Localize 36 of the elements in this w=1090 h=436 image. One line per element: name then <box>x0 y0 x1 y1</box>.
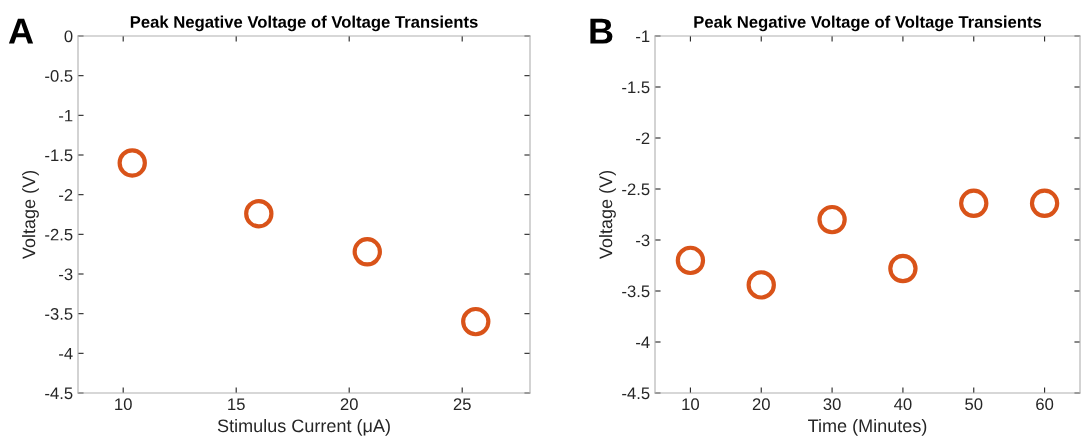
x-tick-label: 10 <box>115 398 132 411</box>
x-tick-label: 60 <box>1036 398 1054 411</box>
x-tick-label: 40 <box>894 398 912 411</box>
y-tick-label: -1.5 <box>622 81 650 94</box>
chart-title: Peak Negative Voltage of Voltage Transients <box>130 15 478 32</box>
y-tick-label: -3.5 <box>622 285 650 298</box>
x-tick-label: 50 <box>965 398 983 411</box>
x-tick-label: 25 <box>453 398 471 411</box>
y-axis-title: Voltage (V) <box>599 170 616 260</box>
x-axis-title: Stimulus Current (μA) <box>217 418 390 436</box>
y-tick-label: -1.5 <box>45 149 73 162</box>
y-tick-label: -3 <box>636 234 650 247</box>
chart-title: Peak Negative Voltage of Voltage Transients <box>694 15 1042 32</box>
y-tick-label: -3 <box>59 268 73 281</box>
y-tick-label: -2.5 <box>45 228 73 241</box>
y-tick-label: -2.5 <box>622 183 650 196</box>
y-tick-label: -4 <box>636 336 650 349</box>
x-tick-label: 20 <box>340 398 358 411</box>
y-tick-label: -4.5 <box>45 387 73 400</box>
y-tick-label: -3.5 <box>45 308 73 320</box>
x-tick-label: 15 <box>228 398 245 411</box>
x-tick-label: 30 <box>823 398 841 411</box>
y-tick-label: -1 <box>59 109 73 122</box>
text: A <box>8 18 34 44</box>
x-tick-label: 10 <box>682 398 700 411</box>
y-axis-title: Voltage (V) <box>22 170 39 260</box>
y-tick-label: -1 <box>636 30 650 43</box>
y-tick-label: -0.5 <box>45 70 73 82</box>
y-tick-label: 0 <box>64 30 73 43</box>
y-tick-label: -4 <box>59 347 73 360</box>
text: B <box>590 18 613 44</box>
y-tick-label: -2 <box>59 189 73 201</box>
x-tick-label: 20 <box>752 398 770 411</box>
x-axis-title: Time (Minutes) <box>808 418 927 436</box>
y-tick-label: -2 <box>636 132 650 145</box>
y-tick-label: -4.5 <box>622 387 650 400</box>
